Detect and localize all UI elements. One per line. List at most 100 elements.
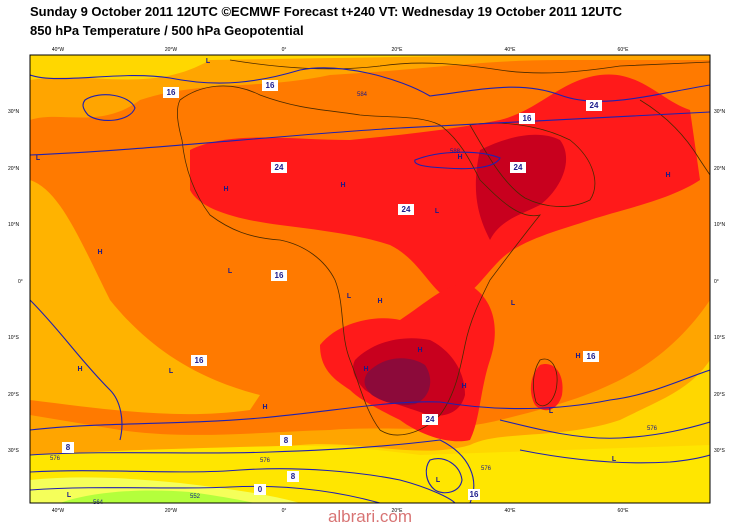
arabia-coast [469, 122, 596, 207]
lat-right-2: 20°N [714, 166, 726, 172]
temp-label-6: 24 [398, 204, 414, 215]
geo-line-1 [30, 111, 710, 156]
lat-left-5: 10°S [8, 335, 20, 341]
geo-line-12 [30, 299, 123, 441]
geo-label-8: 576 [481, 466, 492, 472]
center-6: L [435, 208, 440, 215]
temp-label-2-text: 16 [523, 114, 532, 123]
center-11: L [347, 293, 352, 300]
lon-bottom-1: 40°W [52, 508, 65, 514]
temp-label-4-text: 24 [590, 101, 599, 110]
center-3: H [223, 186, 228, 193]
pressure-centers: L L H H H L L H H H L H H L H L L L H H … [36, 58, 671, 499]
temp-label-7: 16 [271, 270, 287, 281]
lon-top-5: 40°E [505, 47, 517, 53]
center-15: H [575, 353, 580, 360]
lat-left-6: 20°S [8, 392, 20, 398]
center-14: L [169, 368, 174, 375]
lon-top-6: 60°E [618, 47, 630, 53]
center-4: H [340, 182, 345, 189]
africa-coast [176, 85, 542, 436]
lat-right-4: 0° [714, 279, 719, 285]
chart-title: Sunday 9 October 2011 12UTC ©ECMWF Forec… [30, 4, 623, 19]
map-frame [29, 54, 711, 504]
temp-label-11-text: 24 [426, 415, 435, 424]
lat-labels: 30°N 20°N 10°N 0° 10°S 20°S 30°S 30°N 20… [8, 109, 726, 454]
geo-line-2 [30, 67, 710, 102]
field-yellow-patch [30, 180, 260, 415]
field-red-north [190, 74, 700, 300]
temp-label-16-text: 16 [470, 490, 479, 499]
geo-line-4 [414, 151, 501, 170]
center-21: L [549, 408, 554, 415]
temp-label-14-text: 8 [291, 472, 296, 481]
lon-top-2: 20°W [165, 47, 178, 53]
geo-label-3: 576 [50, 456, 61, 462]
temp-label-11: 24 [422, 414, 438, 425]
temp-label-4: 24 [586, 100, 602, 111]
lat-left-1: 30°N [8, 109, 20, 115]
temp-label-16: 16 [468, 489, 480, 500]
field-green [60, 490, 255, 503]
center-17: L [612, 456, 617, 463]
temp-label-1: 16 [262, 80, 278, 91]
lat-right-3: 10°N [714, 222, 726, 228]
geo-line-7 [30, 468, 456, 503]
temp-label-14: 8 [287, 471, 299, 482]
coastlines [176, 59, 710, 436]
geo-label-2: 588 [450, 149, 461, 155]
center-23: H [417, 347, 422, 354]
center-19: H [461, 383, 466, 390]
geo-label-1: 584 [357, 92, 368, 98]
lon-labels: 40°W 20°W 0° 20°E 40°E 60°E 40°W 20°W 0°… [52, 47, 629, 514]
temp-label-3: 24 [271, 162, 287, 173]
chart-subtitle: 850 hPa Temperature / 500 hPa Geopotenti… [30, 23, 304, 38]
lat-left-3: 10°N [8, 222, 20, 228]
center-9: H [377, 298, 382, 305]
temp-label-13: 8 [280, 435, 292, 446]
temp-label-9-text: 16 [587, 352, 596, 361]
madagascar-coast [532, 358, 558, 407]
temp-label-13-text: 8 [284, 436, 289, 445]
temp-label-12-text: 8 [66, 443, 71, 452]
lat-right-5: 10°S [714, 335, 726, 341]
lat-right-1: 30°N [714, 109, 726, 115]
temp-label-10-text: 16 [167, 88, 176, 97]
temp-label-8: 16 [191, 355, 207, 366]
center-1: L [206, 58, 211, 65]
lon-bottom-3: 0° [282, 508, 287, 514]
geo-line-8 [30, 485, 381, 503]
geo-label-7: 576 [647, 426, 658, 432]
temperature-field [30, 55, 710, 503]
field-darkred-north [475, 134, 567, 240]
center-8: H [97, 249, 102, 256]
temp-labels: 16 16 24 24 24 24 16 16 16 16 24 8 8 8 0… [62, 80, 602, 500]
center-12: H [77, 366, 82, 373]
lon-top-1: 40°W [52, 47, 65, 53]
field-red-madagascar [530, 364, 563, 411]
temp-label-9: 16 [583, 351, 599, 362]
temp-label-8-text: 16 [195, 356, 204, 365]
center-22: L [67, 492, 72, 499]
geo-line-3 [82, 94, 136, 121]
geo-label-6: 552 [190, 494, 201, 500]
center-7: L [228, 268, 233, 275]
temp-label-5-text: 24 [514, 163, 523, 172]
temp-label-15: 0 [254, 484, 266, 495]
center-10: H [665, 172, 670, 179]
lat-left-2: 20°N [8, 166, 20, 172]
geo-line-6 [30, 439, 475, 503]
europe-coast [229, 59, 710, 74]
temp-label-2: 16 [519, 113, 535, 124]
geopotential-lines [30, 67, 710, 503]
temp-label-12: 8 [62, 442, 74, 453]
geo-line-11 [425, 458, 463, 494]
lat-left-7: 30°S [8, 448, 20, 454]
center-16: L [511, 300, 516, 307]
temp-label-15-text: 0 [258, 485, 263, 494]
temp-label-10: 16 [163, 87, 179, 98]
geo-line-10 [519, 449, 710, 464]
temp-label-7-text: 16 [275, 271, 284, 280]
center-18: L [436, 477, 441, 484]
